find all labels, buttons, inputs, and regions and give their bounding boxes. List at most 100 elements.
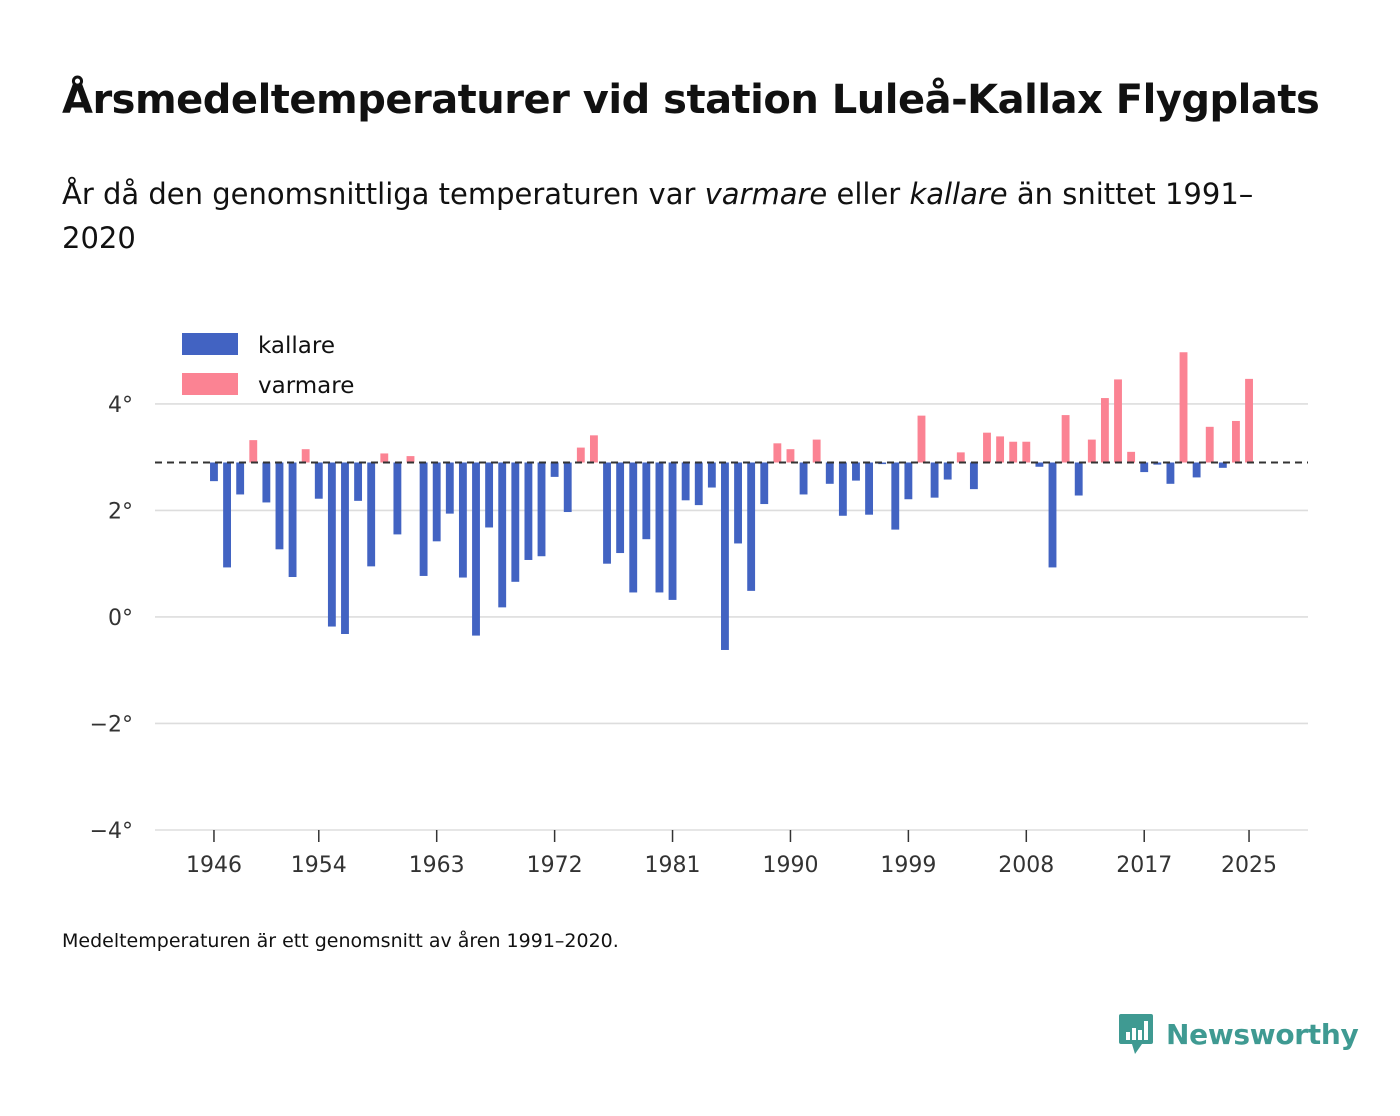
bar-2006-warmer[interactable] (996, 436, 1005, 463)
bar-2020-warmer[interactable] (1179, 352, 1188, 463)
bar-2025-warmer[interactable] (1245, 378, 1253, 463)
subtitle-part-3: än snittet 1991–2020 (62, 177, 1254, 255)
bar-2019-colder[interactable] (1166, 462, 1175, 484)
bar-1976-colder[interactable] (603, 462, 611, 564)
y-tick-label: 4° (108, 393, 133, 418)
x-axis: 1946 1954 1963 1972 1981 1990 1999 2008 2017 2025 (186, 830, 1277, 878)
chart-title: Årsmedeltemperaturer vid station Luleå-K… (62, 77, 1320, 123)
bar-1999-colder[interactable] (904, 462, 913, 500)
bar-1991-colder[interactable] (799, 462, 808, 495)
bar-1973-colder[interactable] (563, 462, 572, 513)
bar-2023-colder[interactable] (1218, 462, 1227, 468)
bar-2010-colder[interactable] (1048, 462, 1057, 568)
y-tick-label: 2° (108, 499, 133, 524)
bar-2018-colder[interactable] (1153, 462, 1162, 465)
bar-2014-warmer[interactable] (1100, 398, 1109, 463)
bar-1978-colder[interactable] (629, 462, 638, 593)
bar-1947-colder[interactable] (223, 462, 231, 568)
bar-1957-colder[interactable] (354, 462, 363, 501)
x-tick-label: 1954 (291, 853, 347, 878)
bar-2000-warmer[interactable] (917, 415, 926, 463)
bar-1994-colder[interactable] (838, 462, 847, 516)
x-tick-label: 2025 (1221, 853, 1277, 878)
bar-1977-colder[interactable] (616, 462, 625, 554)
bar-2004-colder[interactable] (969, 462, 978, 490)
legend-label-warmer: varmare (258, 373, 354, 399)
bar-2007-warmer[interactable] (1009, 441, 1018, 463)
bar-1981-colder[interactable] (668, 462, 677, 600)
bar-1946-colder[interactable] (210, 462, 218, 482)
bar-1988-colder[interactable] (760, 462, 769, 505)
bar-1959-warmer[interactable] (380, 453, 389, 463)
bar-2003-warmer[interactable] (956, 452, 965, 463)
bar-1989-warmer[interactable] (773, 443, 782, 463)
x-tick-label: 1981 (645, 853, 701, 878)
bar-1955-colder[interactable] (327, 462, 336, 627)
bar-2005-warmer[interactable] (983, 432, 991, 463)
legend-label-colder: kallare (258, 333, 335, 359)
bar-1970-colder[interactable] (524, 462, 533, 560)
bar-1963-colder[interactable] (432, 462, 441, 542)
bar-2021-colder[interactable] (1192, 462, 1201, 478)
bar-2024-warmer[interactable] (1232, 420, 1240, 463)
bar-1954-colder[interactable] (314, 462, 323, 499)
bar-1953-warmer[interactable] (301, 449, 310, 463)
bar-1975-warmer[interactable] (589, 435, 598, 463)
bar-1984-colder[interactable] (707, 462, 716, 488)
x-tick-label: 1990 (762, 853, 818, 878)
bar-2022-warmer[interactable] (1205, 426, 1214, 463)
bar-1966-colder[interactable] (472, 462, 480, 636)
subtitle-warmer-word: varmare (704, 177, 828, 211)
bar-1987-colder[interactable] (747, 462, 756, 591)
bar-1996-colder[interactable] (865, 462, 874, 515)
bar-2017-colder[interactable] (1140, 462, 1149, 473)
bar-1997-colder[interactable] (878, 462, 887, 465)
legend: kallare varmare (175, 328, 375, 400)
bar-1971-colder[interactable] (537, 462, 546, 557)
bar-1969-colder[interactable] (511, 462, 520, 582)
subtitle-part-2: eller (827, 177, 910, 211)
bar-1972-colder[interactable] (550, 462, 559, 477)
bar-2001-colder[interactable] (930, 462, 939, 498)
bar-1998-colder[interactable] (891, 462, 900, 530)
bar-1967-colder[interactable] (485, 462, 494, 528)
bar-2008-warmer[interactable] (1022, 441, 1031, 463)
y-tick-label: −2° (90, 712, 133, 737)
bar-2016-warmer[interactable] (1127, 451, 1136, 463)
bar-1965-colder[interactable] (458, 462, 467, 578)
bar-2015-warmer[interactable] (1114, 379, 1122, 463)
bar-1958-colder[interactable] (367, 462, 376, 567)
bar-2012-colder[interactable] (1074, 462, 1083, 496)
newsworthy-brand[interactable]: Newsworthy (1118, 1012, 1359, 1056)
bar-1948-colder[interactable] (236, 462, 245, 495)
bar-1986-colder[interactable] (734, 462, 742, 544)
bar-1952-colder[interactable] (288, 462, 297, 578)
newsworthy-logo-icon (1119, 1014, 1153, 1054)
bar-2002-colder[interactable] (943, 462, 952, 480)
bar-2011-warmer[interactable] (1061, 415, 1070, 463)
bar-1964-colder[interactable] (445, 462, 454, 514)
bar-1990-warmer[interactable] (786, 449, 795, 463)
bar-1995-colder[interactable] (852, 462, 860, 481)
x-tick-label: 1963 (409, 853, 465, 878)
bar-1982-colder[interactable] (681, 462, 690, 501)
bar-1950-colder[interactable] (262, 462, 271, 503)
bar-1960-colder[interactable] (393, 462, 402, 535)
bar-1974-warmer[interactable] (576, 447, 585, 463)
bar-2013-warmer[interactable] (1087, 439, 1096, 463)
bar-1980-colder[interactable] (655, 462, 664, 593)
bar-1949-warmer[interactable] (249, 440, 258, 463)
bar-1983-colder[interactable] (694, 462, 703, 506)
bar-1992-warmer[interactable] (812, 439, 821, 463)
subtitle-colder-word: kallare (909, 177, 1008, 211)
bar-1979-colder[interactable] (642, 462, 651, 540)
bar-1968-colder[interactable] (498, 462, 507, 608)
bar-1962-colder[interactable] (419, 462, 428, 576)
bar-2009-colder[interactable] (1035, 462, 1044, 467)
bar-1985-colder[interactable] (721, 462, 729, 650)
bar-1993-colder[interactable] (825, 462, 834, 484)
bar-1956-colder[interactable] (341, 462, 349, 635)
y-axis: −4° −2° 0° 2° 4° (90, 393, 133, 844)
bar-1951-colder[interactable] (275, 462, 284, 550)
bar-1961-warmer[interactable] (406, 456, 415, 463)
